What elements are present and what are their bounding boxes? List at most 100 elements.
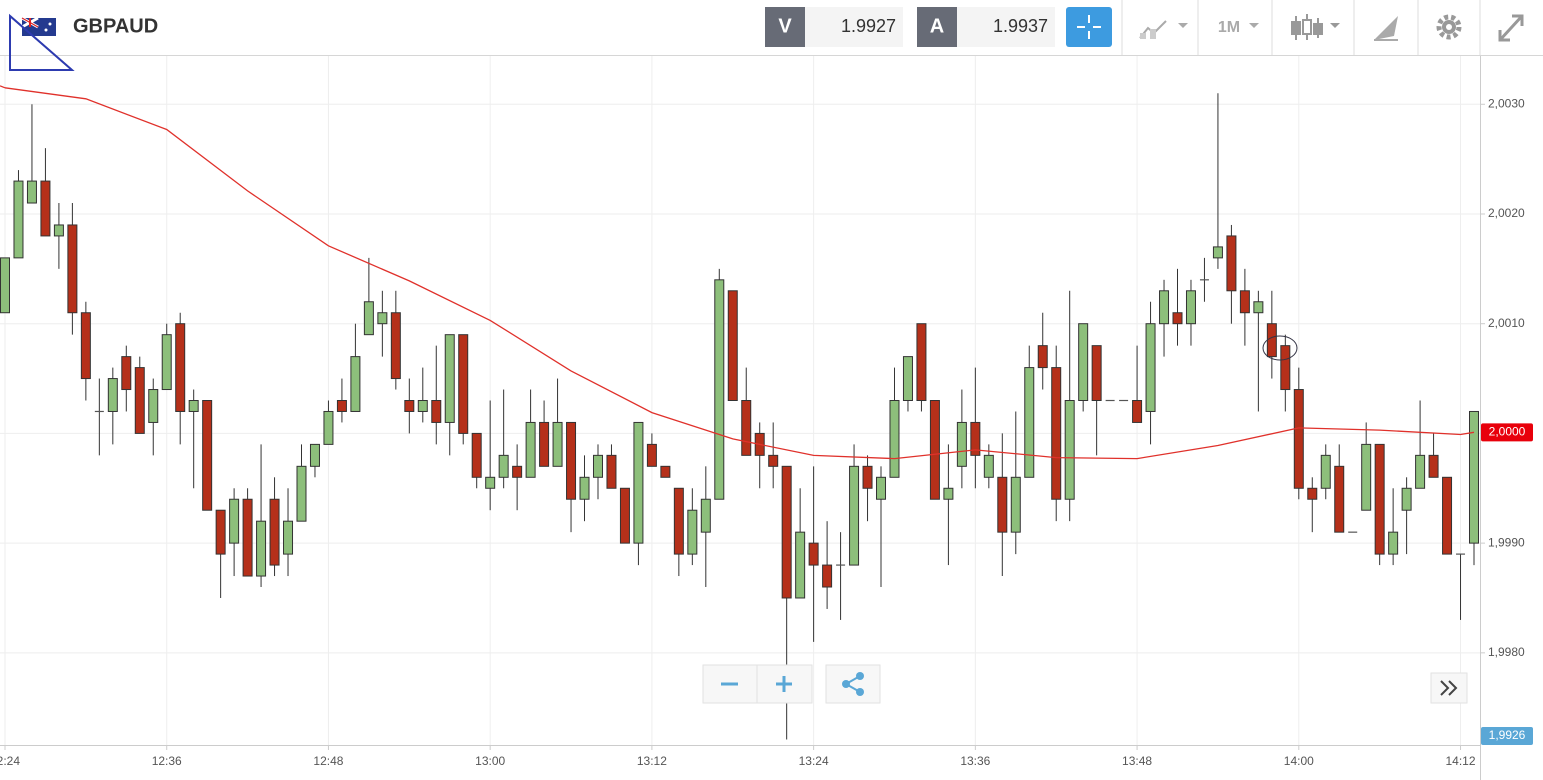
candle-body bbox=[822, 564, 833, 588]
candle-body bbox=[1212, 246, 1223, 259]
candle-body bbox=[781, 465, 792, 599]
candle-body bbox=[309, 443, 320, 467]
candle-body bbox=[619, 487, 630, 544]
candle-body bbox=[269, 498, 280, 566]
candle-body bbox=[444, 334, 455, 423]
candle-body bbox=[161, 334, 172, 391]
price-tag bbox=[1481, 727, 1533, 745]
candle-body bbox=[929, 400, 940, 500]
y-tick-label: 2,0030 bbox=[1488, 96, 1525, 110]
ma-tag-label: 2,0000 bbox=[1489, 424, 1526, 438]
candle-body bbox=[53, 224, 64, 237]
candle-body bbox=[1172, 312, 1183, 325]
drawing-ellipse bbox=[1262, 335, 1298, 361]
candle-body bbox=[983, 454, 994, 478]
x-tick-label: 14:12 bbox=[1446, 754, 1476, 768]
candle-body bbox=[1091, 345, 1102, 401]
candle-body bbox=[283, 520, 294, 555]
candle-body bbox=[377, 312, 388, 325]
moving-average bbox=[4, 87, 1475, 460]
candle-body bbox=[997, 476, 1008, 533]
x-tick-label: 13:36 bbox=[960, 754, 990, 768]
bid-tag bbox=[765, 7, 805, 47]
candle-body bbox=[1469, 410, 1479, 544]
zoom-out-button[interactable] bbox=[702, 664, 758, 704]
candle-body bbox=[13, 180, 24, 259]
candle-body bbox=[512, 465, 523, 478]
candle-body bbox=[296, 465, 307, 522]
candle-body bbox=[1239, 290, 1250, 314]
candle-body bbox=[40, 180, 51, 237]
candle-body bbox=[1361, 443, 1372, 511]
candle-body bbox=[215, 509, 226, 555]
candle-body bbox=[660, 465, 671, 478]
candle-body bbox=[148, 389, 159, 423]
bid-price: 1.9927 bbox=[841, 16, 896, 36]
x-tick-label: 12:24 bbox=[0, 754, 20, 768]
ask-label: A bbox=[930, 15, 944, 37]
candle-body bbox=[727, 290, 738, 401]
bid-label: V bbox=[778, 15, 792, 37]
fullscreen-button[interactable] bbox=[1498, 14, 1524, 42]
x-tick-label: 13:48 bbox=[1122, 754, 1152, 768]
candle-body bbox=[26, 180, 37, 204]
candle-body bbox=[336, 400, 347, 412]
x-tick-label: 12:36 bbox=[152, 754, 182, 768]
candle-body bbox=[471, 432, 482, 478]
candle-body bbox=[121, 356, 132, 391]
candle-body bbox=[700, 498, 711, 533]
candle-body bbox=[431, 400, 442, 423]
settings-button[interactable] bbox=[1436, 14, 1462, 40]
candle-style-button[interactable] bbox=[1291, 14, 1340, 40]
candle-body bbox=[862, 465, 873, 489]
candle-body bbox=[256, 520, 267, 577]
candle-body bbox=[1253, 301, 1264, 314]
candle-body bbox=[646, 443, 657, 467]
candle-body bbox=[1185, 290, 1196, 325]
candle-body bbox=[795, 531, 806, 599]
candle-body bbox=[1280, 345, 1291, 391]
x-tick-label: 13:24 bbox=[799, 754, 829, 768]
candle-body bbox=[1307, 487, 1318, 500]
candle-body bbox=[350, 356, 361, 412]
candle-body bbox=[404, 400, 415, 412]
candle-body bbox=[525, 421, 536, 478]
ma-tag bbox=[1481, 423, 1533, 442]
share-button[interactable] bbox=[825, 664, 881, 704]
candle-body bbox=[202, 400, 213, 511]
price-tag-label: 1,9926 bbox=[1489, 728, 1526, 742]
candle-body bbox=[849, 465, 860, 566]
x-tick-label: 12:48 bbox=[313, 754, 343, 768]
y-tick-label: 2,0020 bbox=[1488, 206, 1525, 220]
candle-body bbox=[1293, 389, 1304, 489]
candle-body bbox=[1064, 400, 1075, 500]
x-tick-label: 13:12 bbox=[637, 754, 667, 768]
candle-body bbox=[592, 454, 603, 478]
candle-body bbox=[0, 257, 10, 314]
y-tick-label: 1,9990 bbox=[1488, 535, 1525, 549]
candle-body bbox=[673, 487, 684, 555]
candle-body bbox=[1024, 367, 1035, 478]
candle-body bbox=[1442, 476, 1453, 555]
scroll-end-button[interactable] bbox=[1430, 672, 1468, 704]
chart-type-button[interactable] bbox=[1139, 20, 1188, 39]
candle-body bbox=[1159, 290, 1170, 325]
candle-body bbox=[188, 400, 199, 412]
zoom-in-button[interactable] bbox=[756, 664, 813, 704]
candle-body bbox=[390, 312, 401, 380]
candle-body bbox=[229, 498, 240, 544]
candle-body bbox=[916, 323, 927, 401]
crosshair-button[interactable] bbox=[1066, 7, 1112, 47]
drawing-button[interactable] bbox=[1374, 16, 1398, 41]
candle-body bbox=[970, 421, 981, 456]
candle-body bbox=[539, 421, 550, 467]
header-separators bbox=[1121, 0, 1481, 55]
timeframe-button[interactable]: 1M bbox=[1218, 19, 1259, 36]
candle-body bbox=[458, 334, 469, 434]
candle-body bbox=[1037, 345, 1048, 369]
candle-body bbox=[134, 367, 145, 434]
candle-body bbox=[902, 356, 913, 402]
candle-body bbox=[1374, 443, 1385, 555]
timeframe-label: 1M bbox=[1218, 19, 1240, 36]
candle-body bbox=[1078, 323, 1089, 401]
